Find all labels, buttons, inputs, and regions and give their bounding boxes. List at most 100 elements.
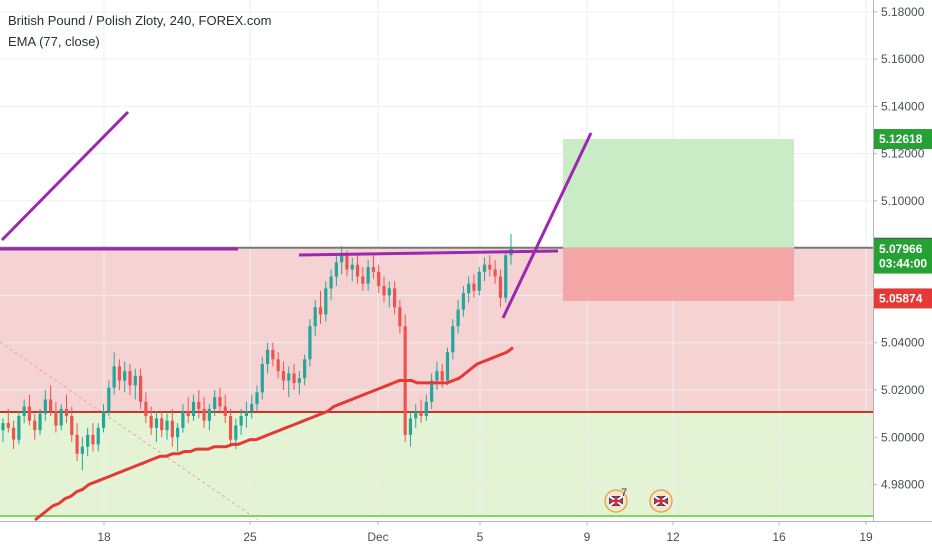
price-badge-label: 5.12618 [879, 132, 923, 146]
candle-body [387, 288, 391, 296]
candle-body [366, 267, 370, 284]
candle-body [191, 401, 196, 416]
candle-body [350, 264, 354, 270]
candle-body [377, 271, 381, 286]
chart-title: British Pound / Polish Zloty, 240, FOREX… [8, 13, 272, 28]
candle-body [371, 267, 376, 272]
candle-body [504, 255, 508, 298]
candle-body [408, 418, 413, 435]
candle-body [144, 401, 148, 416]
candle-body [430, 380, 434, 402]
y-tick-label: 5.16000 [881, 52, 925, 66]
candle-body [128, 371, 132, 386]
price-badge-label: 5.05874 [879, 291, 923, 305]
candle-body [361, 276, 365, 284]
candle-body [54, 411, 58, 426]
candle-body [498, 276, 503, 298]
candle-body [440, 371, 444, 381]
y-tick-label: 5.12000 [881, 147, 925, 161]
ema-line [34, 346, 514, 522]
time-axis [0, 521, 932, 550]
candle-body [445, 352, 450, 381]
candle-body [493, 269, 497, 277]
y-tick-label: 5.10000 [881, 194, 925, 208]
candle-body [112, 366, 116, 388]
candle-body [186, 411, 190, 416]
candle-body [451, 326, 455, 353]
neckline [298, 249, 559, 257]
candle-body [424, 401, 428, 416]
candle-body [297, 378, 301, 383]
candle-body [101, 411, 106, 428]
candle-body [345, 255, 349, 270]
candle-body [477, 271, 481, 291]
candle-body [1, 423, 5, 431]
x-tick-label: 5 [477, 530, 484, 544]
candle-body [398, 307, 402, 327]
x-tick-label: 19 [859, 530, 873, 544]
candle-body [70, 416, 74, 435]
candle-body [17, 416, 21, 440]
candle-body [49, 399, 53, 412]
candle-body [313, 307, 317, 327]
event-count-label: 7 [621, 487, 627, 499]
candle-body [265, 349, 270, 364]
candle-body [324, 288, 328, 315]
dashed-trend-line [0, 341, 259, 521]
price-axis [873, 0, 932, 550]
candle-body [435, 371, 439, 381]
candle-body [181, 411, 185, 428]
candle-body [419, 411, 423, 416]
candle-body [456, 309, 460, 327]
candle-body [149, 416, 153, 428]
candle-body [355, 264, 360, 277]
candle-body [133, 375, 137, 386]
y-tick-label: 4.98000 [881, 478, 925, 492]
candle-body [281, 371, 286, 381]
candle-body [260, 364, 264, 393]
candle-body [334, 262, 338, 277]
x-tick-label: 9 [584, 530, 591, 544]
support-zone [0, 411, 873, 516]
candle-body [482, 264, 487, 272]
candle-body [86, 434, 90, 447]
candle-body [488, 264, 492, 270]
candle-body [276, 359, 280, 372]
candle-body [467, 283, 471, 294]
y-tick-label: 5.00000 [881, 430, 925, 444]
candle-body [271, 349, 275, 360]
candle-body [239, 416, 243, 426]
candle-body [234, 425, 238, 440]
candle-body [202, 408, 206, 421]
trend-line-left [0, 110, 130, 242]
x-tick-label: 25 [243, 530, 257, 544]
candle-body [250, 404, 254, 412]
candle-body [11, 427, 16, 440]
candle-body [255, 392, 259, 405]
candle-body [75, 434, 79, 454]
stop-zone [563, 247, 794, 301]
candle-body [165, 420, 169, 431]
candle-body [228, 416, 233, 440]
candle-body [43, 399, 47, 414]
candle-body [38, 413, 42, 431]
candle-body [329, 276, 333, 289]
candle-body [123, 371, 127, 381]
x-tick-label: 16 [772, 530, 786, 544]
price-badge-label: 03:44:00 [879, 257, 927, 271]
candle-body [318, 307, 323, 315]
candle-body [154, 418, 159, 428]
candle-body [59, 408, 63, 426]
candle-body [308, 326, 312, 360]
candle-body [91, 434, 95, 445]
candle-body [244, 411, 249, 416]
y-tick-label: 5.18000 [881, 5, 925, 19]
candle-body [197, 401, 201, 409]
candle-body [382, 286, 386, 296]
candle-body [176, 427, 180, 438]
candle-body [170, 420, 174, 438]
x-tick-label: 12 [666, 530, 680, 544]
candle-body [207, 408, 211, 421]
